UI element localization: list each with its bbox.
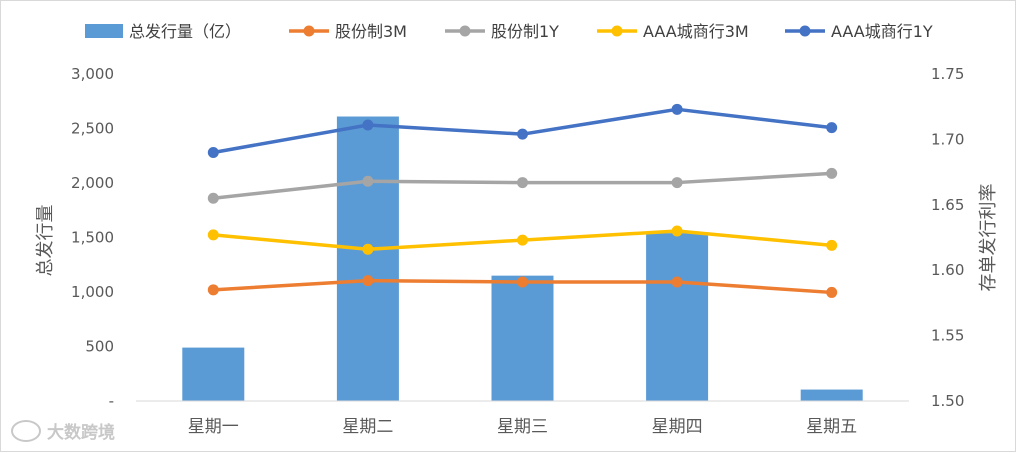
y-right-tick-label: 1.60 [931,261,964,279]
legend-marker-4 [799,25,811,37]
legend-label: AAA城商行3M [643,22,749,41]
bar-3 [491,275,554,401]
y-left-tick-label: - [109,392,114,410]
legend-label: AAA城商行1Y [831,22,933,41]
legend-marker-3 [611,25,623,37]
watermark-logo-icon [11,419,41,442]
series-1-point-3 [517,276,528,288]
legend-marker-2 [459,25,471,37]
series-3-point-4 [671,225,683,237]
series-1-point-1 [207,284,219,296]
y-left-tick-label: 1,000 [71,283,114,301]
legend-marker-1 [303,25,315,37]
y-right-tick-label: 1.75 [931,65,964,83]
legend-label: 股份制3M [335,22,407,41]
y-left-axis-title: 总发行量 [35,205,56,277]
y-right-axis-title: 存单发行利率 [978,184,999,292]
series-4-point-5 [826,122,838,134]
series-2-point-4 [671,177,683,189]
series-4-point-1 [207,146,219,158]
series-1-point-2 [362,275,374,287]
x-tick-label: 星期三 [497,417,548,437]
watermark: 大数跨境 [11,418,115,443]
bar-2 [336,116,399,401]
series-4-point-3 [517,128,528,140]
series-2-point-3 [517,177,528,189]
bar-5 [800,389,863,401]
series-2-point-5 [826,167,838,179]
y-right-tick-label: 1.65 [931,196,964,214]
y-left-tick-label: 2,000 [71,174,114,192]
legend-swatch-bar [85,24,123,38]
series-1-point-4 [671,276,683,288]
watermark-text: 大数跨境 [47,423,115,443]
bar-4 [646,233,709,401]
y-right-tick-label: 1.55 [931,327,964,345]
x-tick-label: 星期二 [342,417,393,437]
series-3-point-3 [517,234,528,246]
x-tick-label: 星期一 [188,417,239,437]
y-right-tick-label: 1.70 [931,130,964,148]
series-1-point-5 [826,286,838,298]
series-2-point-1 [207,192,219,204]
x-tick-label: 星期四 [652,417,703,437]
legend-label: 股份制1Y [491,22,559,41]
series-2-point-2 [362,175,374,187]
y-left-tick-label: 2,500 [71,120,114,138]
x-tick-label: 星期五 [806,417,857,437]
series-3-point-5 [826,239,838,251]
series-3-point-2 [362,243,374,255]
legend-label: 总发行量（亿） [129,22,241,41]
y-right-tick-label: 1.50 [931,392,964,410]
series-3-point-1 [207,229,219,241]
series-4-point-2 [362,119,374,131]
series-4-point-4 [671,103,683,115]
y-left-tick-label: 1,500 [71,229,114,247]
y-left-tick-label: 3,000 [71,65,114,83]
bar-1 [182,347,245,401]
y-left-tick-label: 500 [85,338,114,356]
